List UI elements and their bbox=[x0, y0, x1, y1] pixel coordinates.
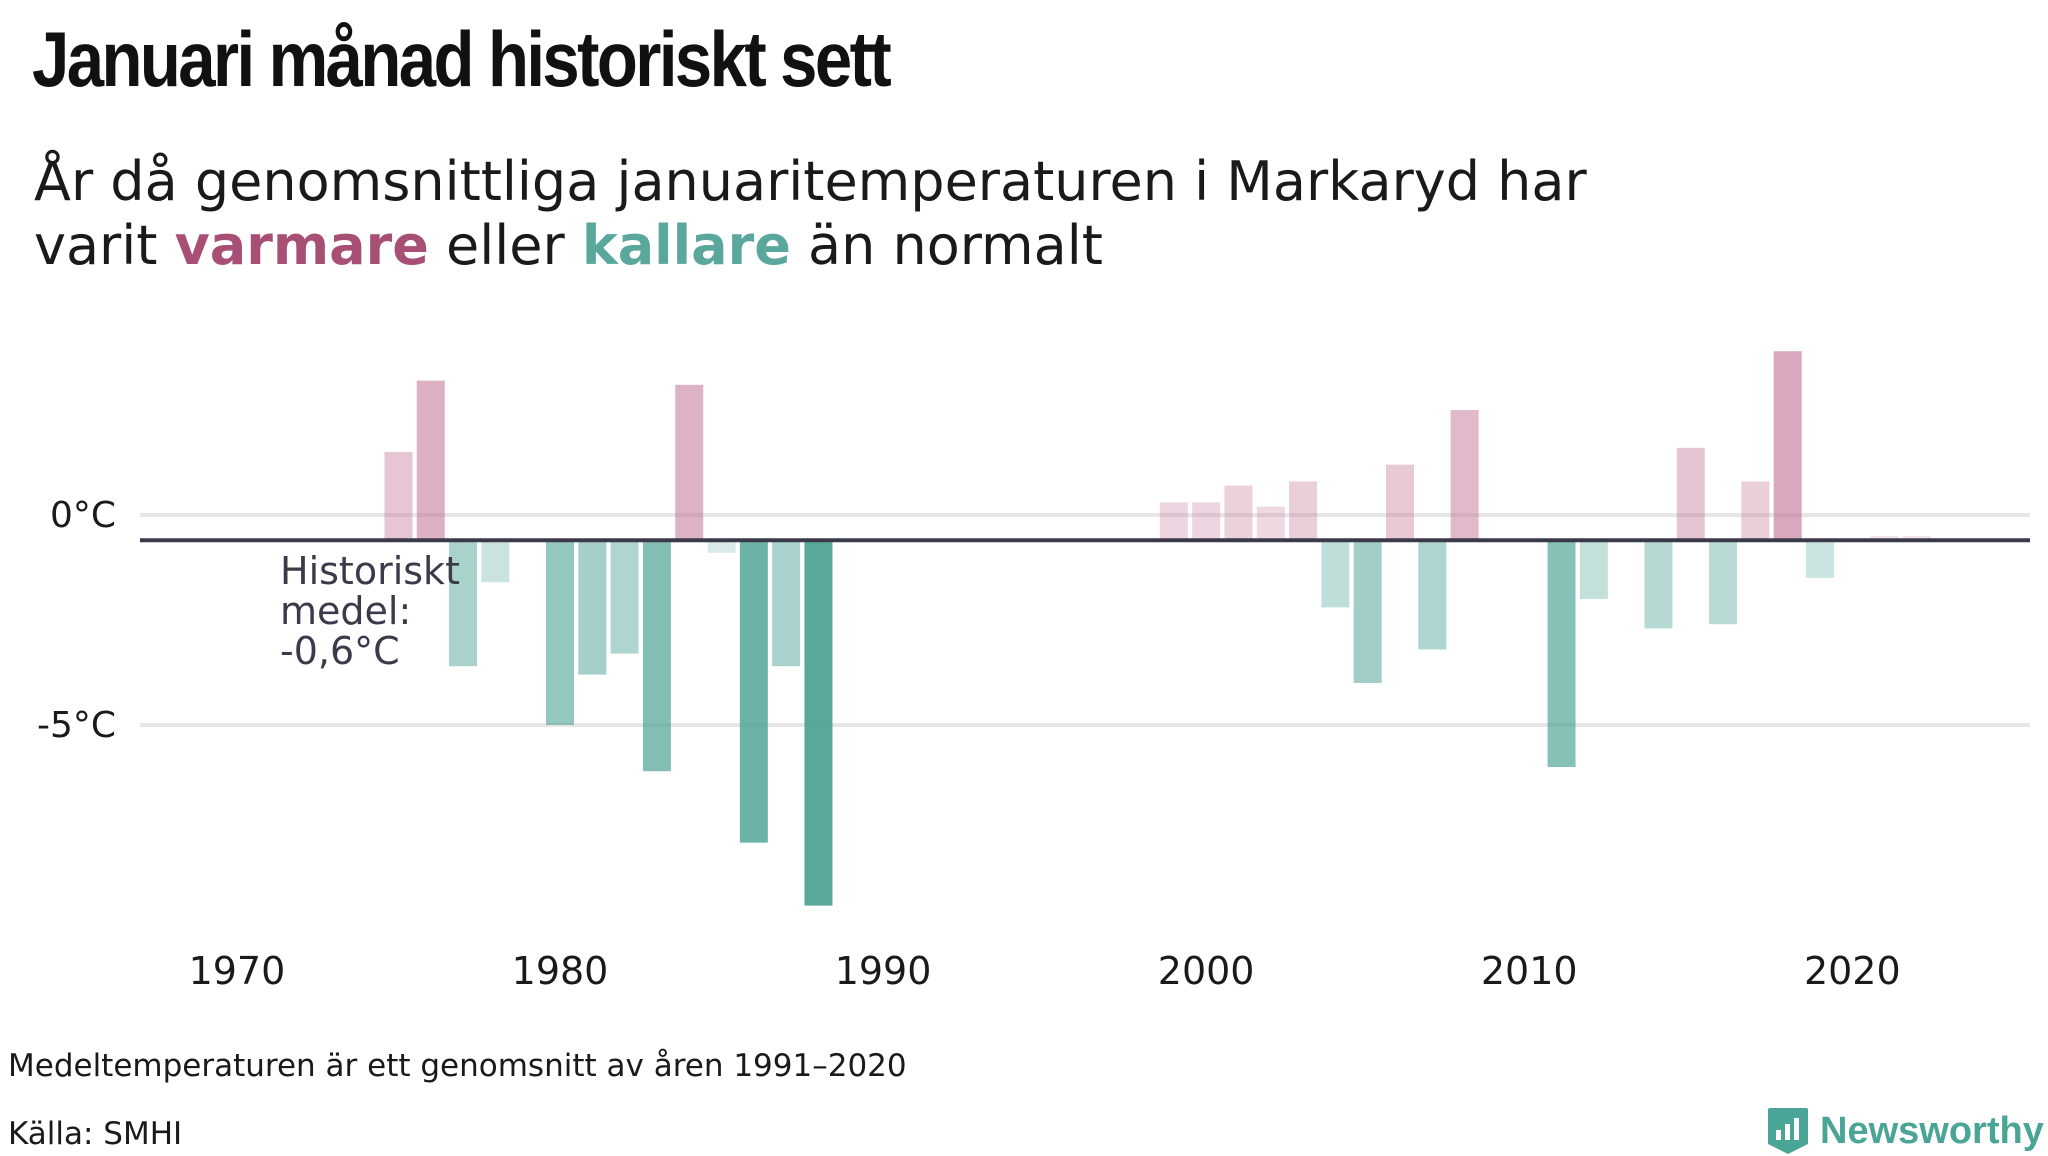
x-tick-label: 2000 bbox=[1158, 949, 1255, 993]
gridlines bbox=[140, 513, 2030, 727]
bar-1977 bbox=[449, 540, 478, 667]
bar-2016 bbox=[1709, 540, 1738, 625]
bar-2005 bbox=[1353, 540, 1382, 683]
bar-2019 bbox=[1806, 540, 1834, 578]
bar-2011 bbox=[1547, 540, 1576, 767]
chart-title: Januari månad historiskt sett bbox=[32, 15, 892, 103]
bars bbox=[384, 351, 1931, 906]
bar-2001 bbox=[1224, 485, 1253, 541]
bar-1982 bbox=[610, 540, 639, 654]
bar-1976 bbox=[416, 380, 445, 541]
bar-1983 bbox=[642, 540, 671, 772]
cold-word: kallare bbox=[581, 214, 791, 277]
bar-2008 bbox=[1450, 410, 1479, 541]
x-tick-label: 2010 bbox=[1481, 949, 1578, 993]
bar-2021 bbox=[1870, 536, 1899, 541]
bar-2007 bbox=[1418, 540, 1447, 650]
subtitle-line-1: År då genomsnittliga januaritemperaturen… bbox=[34, 150, 1587, 213]
y-tick-label: 0°C bbox=[50, 495, 116, 536]
bar-1981 bbox=[578, 540, 607, 675]
y-tick-label: -5°C bbox=[37, 705, 116, 746]
bar-2000 bbox=[1192, 502, 1221, 541]
x-tick-label: 1980 bbox=[512, 949, 609, 993]
bar-2022 bbox=[1902, 536, 1931, 541]
bar-1986 bbox=[739, 540, 768, 843]
bar-1975 bbox=[384, 452, 413, 541]
temperature-bar-chart: 0°C -5°C 1970 1980 1990 2000 2010 2020 Historis… bbox=[37, 351, 2030, 993]
bar-2012 bbox=[1579, 540, 1608, 599]
bar-1987 bbox=[772, 540, 801, 667]
x-tick-label: 1990 bbox=[835, 949, 932, 993]
bar-1984 bbox=[675, 384, 704, 541]
bar-1985 bbox=[707, 540, 736, 553]
bar-2002 bbox=[1256, 506, 1285, 541]
subtitle-post: än normalt bbox=[790, 214, 1103, 277]
warm-word: varmare bbox=[174, 214, 429, 277]
bar-2018 bbox=[1773, 351, 1802, 541]
subtitle-line-2: varit varmare eller kallare än normalt bbox=[34, 214, 1587, 278]
bar-2006 bbox=[1386, 464, 1414, 541]
mean-annotation-value: -0,6°C bbox=[280, 629, 400, 673]
x-tick-label: 2020 bbox=[1804, 949, 1901, 993]
subtitle-middle: eller bbox=[428, 214, 582, 277]
mean-annotation-line-1: Historiskt bbox=[280, 549, 460, 593]
bar-2014 bbox=[1644, 540, 1673, 629]
bar-2003 bbox=[1289, 481, 1318, 541]
bar-1978 bbox=[481, 540, 510, 583]
bar-1980 bbox=[546, 540, 574, 725]
bar-2004 bbox=[1321, 540, 1350, 608]
bar-1988 bbox=[804, 540, 833, 906]
x-tick-label: 1970 bbox=[189, 949, 286, 993]
bar-2015 bbox=[1676, 447, 1705, 541]
newsworthy-logo: Newsworthy bbox=[1766, 1106, 2044, 1156]
newsworthy-chart-icon bbox=[1768, 1108, 1808, 1154]
source-credit: Källa: SMHI bbox=[8, 1116, 183, 1152]
chart-subtitle: År då genomsnittliga januaritemperaturen… bbox=[34, 150, 1587, 278]
bar-2017 bbox=[1741, 481, 1770, 541]
axis-labels: 0°C -5°C 1970 1980 1990 2000 2010 2020 bbox=[37, 495, 1901, 993]
subtitle-pre: varit bbox=[34, 214, 175, 277]
bar-1999 bbox=[1159, 502, 1188, 541]
logo-text: Newsworthy bbox=[1820, 1109, 2044, 1152]
footnote: Medeltemperaturen är ett genomsnitt av å… bbox=[8, 1048, 907, 1084]
mean-annotation-line-2: medel: bbox=[280, 589, 411, 633]
